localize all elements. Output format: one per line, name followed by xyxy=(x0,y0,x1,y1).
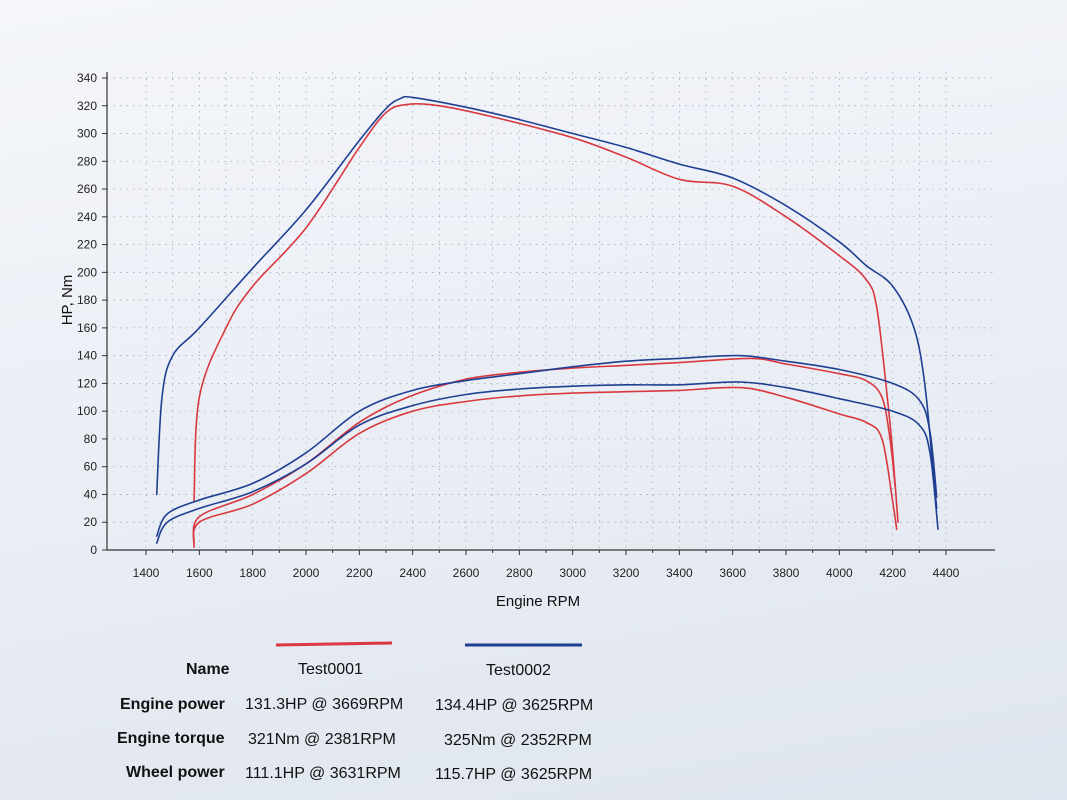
series-layer xyxy=(155,95,939,548)
y-axis-title: HP, Nm xyxy=(59,275,76,326)
y-tick-label: 200 xyxy=(77,265,97,279)
y-tick-label: 100 xyxy=(77,404,97,418)
x-tick-label: 3800 xyxy=(773,566,800,580)
x-tick-label: 3400 xyxy=(666,566,693,580)
test0002-engine-power-curve xyxy=(155,354,938,537)
y-tick-label: 340 xyxy=(77,71,97,85)
test0002-engine-torque-curve xyxy=(155,95,938,510)
x-tick-label: 3200 xyxy=(613,566,640,580)
test0002-wheel-power-curve xyxy=(155,381,939,544)
legend-swatch-test0001 xyxy=(275,641,393,647)
y-tick-label: 320 xyxy=(77,99,97,113)
x-tick-label: 2800 xyxy=(506,566,533,580)
axes-layer xyxy=(102,72,995,555)
y-tick-label: 220 xyxy=(77,238,97,252)
y-tick-label: 260 xyxy=(77,182,97,196)
y-tick-label: 40 xyxy=(84,487,98,501)
x-axis-title: Engine RPM xyxy=(496,593,580,610)
test0001-wheel-power-curve xyxy=(192,386,898,548)
ticks-layer: 0 20 40 60 80 100 120 140 160 180 200 220 240 260 280 3… xyxy=(77,71,960,580)
y-tick-label: 140 xyxy=(77,349,97,363)
y-tick-label: 80 xyxy=(84,432,98,446)
x-tick-label: 2200 xyxy=(346,566,373,580)
y-tick-label: 0 xyxy=(90,543,97,557)
y-tick-label: 20 xyxy=(84,515,98,529)
y-tick-label: 240 xyxy=(77,210,97,224)
y-tick-label: 180 xyxy=(77,293,97,307)
x-tick-label: 2400 xyxy=(399,566,426,580)
grid-layer xyxy=(107,72,995,550)
x-tick-label: 1400 xyxy=(133,566,160,580)
x-tick-label: 3600 xyxy=(719,566,746,580)
x-tick-label: 4400 xyxy=(933,566,960,580)
y-tick-label: 300 xyxy=(77,127,97,141)
y-tick-label: 280 xyxy=(77,154,97,168)
x-tick-label: 4000 xyxy=(826,566,853,580)
y-tick-label: 60 xyxy=(84,460,98,474)
x-tick-label: 1600 xyxy=(186,566,213,580)
x-tick-label: 2000 xyxy=(293,566,320,580)
x-tick-label: 3000 xyxy=(559,566,586,580)
y-tick-label: 160 xyxy=(77,321,97,335)
test0001-engine-torque-curve xyxy=(193,102,899,523)
y-tick-label: 120 xyxy=(77,376,97,390)
x-tick-label: 2600 xyxy=(453,566,480,580)
test0001-engine-power-curve xyxy=(192,357,897,544)
x-tick-label: 1800 xyxy=(239,566,266,580)
x-tick-label: 4200 xyxy=(879,566,906,580)
